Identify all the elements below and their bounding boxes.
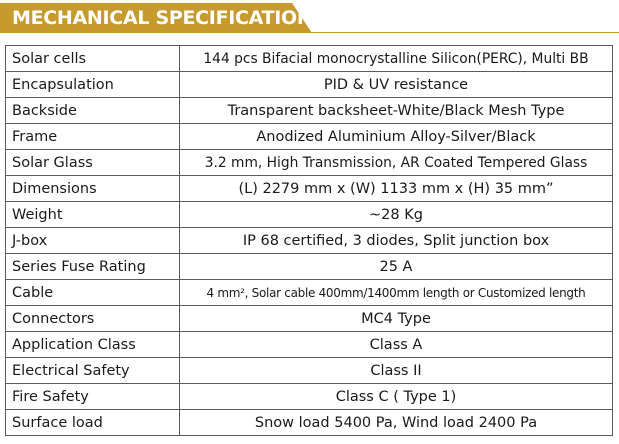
spec-label: Surface load (5, 409, 180, 436)
table-row: Backside Transparent backsheet-White/Bla… (5, 97, 613, 124)
spec-label: Solar cells (5, 45, 180, 72)
table-row: Weight ~28 Kg (5, 201, 613, 228)
spec-label: Encapsulation (5, 71, 180, 98)
spec-value: Transparent backsheet-White/Black Mesh T… (179, 97, 613, 124)
spec-label: Electrical Safety (5, 357, 180, 384)
table-row: Series Fuse Rating 25 A (5, 253, 613, 280)
spec-value: 4 mm², Solar cable 400mm/1400mm length o… (179, 279, 613, 306)
spec-label: Solar Glass (5, 149, 180, 176)
spec-value: Class A (179, 331, 613, 358)
table-row: Frame Anodized Aluminium Alloy-Silver/Bl… (5, 123, 613, 150)
spec-value: IP 68 certified, 3 diodes, Split junctio… (179, 227, 613, 254)
spec-value: 3.2 mm, High Transmission, AR Coated Tem… (179, 149, 613, 176)
spec-value: PID & UV resistance (179, 71, 613, 98)
spec-label: Series Fuse Rating (5, 253, 180, 280)
spec-label: Frame (5, 123, 180, 150)
table-row: Encapsulation PID & UV resistance (5, 71, 613, 98)
spec-value: 25 A (179, 253, 613, 280)
spec-value: Anodized Aluminium Alloy-Silver/Black (179, 123, 613, 150)
table-row: Fire Safety Class C ( Type 1) (5, 383, 613, 410)
table-row: Cable 4 mm², Solar cable 400mm/1400mm le… (5, 279, 613, 306)
spec-label: Fire Safety (5, 383, 180, 410)
spec-label: Application Class (5, 331, 180, 358)
section-header-banner: MECHANICAL SPECIFICATION (0, 3, 312, 33)
table-row: Solar Glass 3.2 mm, High Transmission, A… (5, 149, 613, 176)
header-underline (0, 32, 619, 33)
spec-value: Class II (179, 357, 613, 384)
section-title: MECHANICAL SPECIFICATION (12, 7, 313, 29)
spec-label: Cable (5, 279, 180, 306)
spec-value: Snow load 5400 Pa, Wind load 2400 Pa (179, 409, 613, 436)
table-row: Surface load Snow load 5400 Pa, Wind loa… (5, 409, 613, 436)
table-row: Electrical Safety Class II (5, 357, 613, 384)
spec-value: MC4 Type (179, 305, 613, 332)
table-row: Connectors MC4 Type (5, 305, 613, 332)
spec-label: Weight (5, 201, 180, 228)
spec-value: ~28 Kg (179, 201, 613, 228)
spec-label: Dimensions (5, 175, 180, 202)
spec-value: (L) 2279 mm x (W) 1133 mm x (H) 35 mm” (179, 175, 613, 202)
table-row: J-box IP 68 certified, 3 diodes, Split j… (5, 227, 613, 254)
spec-label: J-box (5, 227, 180, 254)
mechanical-spec-table: Solar cells 144 pcs Bifacial monocrystal… (5, 45, 613, 436)
table-row: Application Class Class A (5, 331, 613, 358)
table-row: Solar cells 144 pcs Bifacial monocrystal… (5, 45, 613, 72)
spec-value: Class C ( Type 1) (179, 383, 613, 410)
spec-value: 144 pcs Bifacial monocrystalline Silicon… (179, 45, 613, 72)
table-row: Dimensions (L) 2279 mm x (W) 1133 mm x (… (5, 175, 613, 202)
spec-label: Backside (5, 97, 180, 124)
spec-label: Connectors (5, 305, 180, 332)
